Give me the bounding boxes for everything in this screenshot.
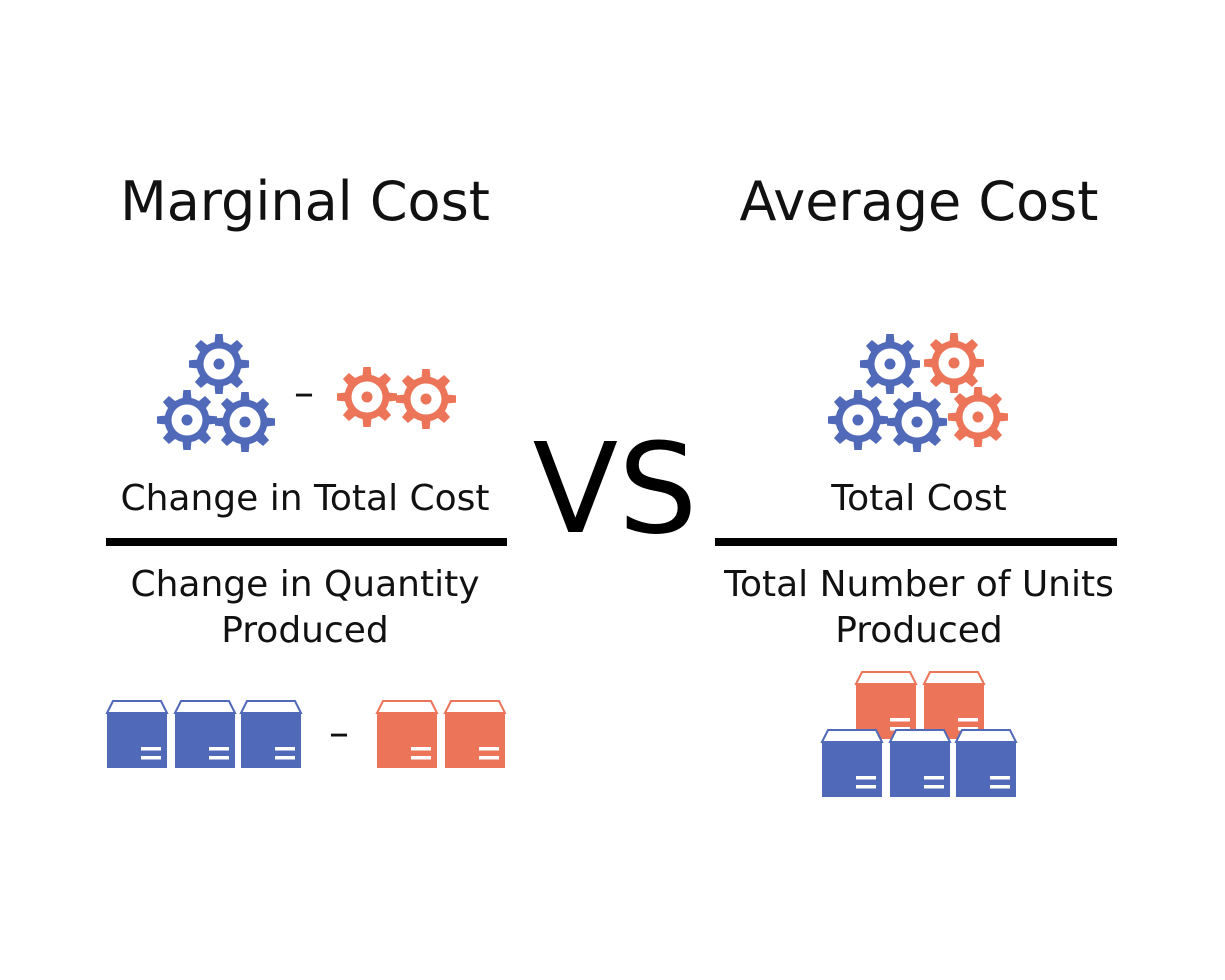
average-denominator-line2: Produced bbox=[835, 610, 1003, 651]
gear-icon bbox=[396, 369, 456, 429]
marginal-fraction-bar bbox=[106, 538, 507, 546]
marginal-orange-gears bbox=[337, 367, 456, 429]
average-denominator-line1: Total Number of Units bbox=[724, 564, 1114, 605]
box-minus-sign: – bbox=[329, 710, 349, 756]
gear-icon bbox=[215, 392, 275, 452]
gear-icon bbox=[948, 387, 1008, 447]
gear-icon bbox=[887, 392, 947, 452]
gear-icon bbox=[860, 334, 920, 394]
average-numerator: Total Cost bbox=[831, 478, 1007, 519]
box-icon bbox=[855, 671, 917, 740]
marginal-blue-gears bbox=[157, 334, 275, 452]
marginal-orange-boxes bbox=[376, 700, 506, 769]
gear-icon bbox=[157, 390, 217, 450]
marginal-blue-boxes bbox=[106, 700, 302, 769]
box-icon bbox=[174, 700, 236, 769]
marginal-denominator: Change in Quantity Produced bbox=[75, 562, 535, 654]
average-boxes bbox=[821, 671, 1017, 798]
average-gears bbox=[828, 333, 1008, 452]
gear-icon bbox=[189, 334, 249, 394]
gear-icon bbox=[924, 333, 984, 393]
marginal-cost-title: Marginal Cost bbox=[120, 170, 490, 233]
average-fraction-bar bbox=[715, 538, 1117, 546]
box-icon bbox=[444, 700, 506, 769]
box-icon bbox=[821, 729, 883, 798]
box-icon bbox=[106, 700, 168, 769]
gear-icon bbox=[828, 390, 888, 450]
average-cost-title: Average Cost bbox=[739, 170, 1099, 233]
gear-minus-sign: – bbox=[294, 370, 314, 416]
gear-icon bbox=[337, 367, 397, 427]
average-denominator: Total Number of Units Produced bbox=[689, 562, 1149, 654]
vs-label: VS bbox=[532, 417, 698, 562]
marginal-numerator: Change in Total Cost bbox=[120, 478, 490, 519]
marginal-denominator-line2: Produced bbox=[221, 610, 389, 651]
box-icon bbox=[923, 671, 985, 740]
box-icon bbox=[240, 700, 302, 769]
box-icon bbox=[376, 700, 438, 769]
box-icon bbox=[955, 729, 1017, 798]
box-icon bbox=[889, 729, 951, 798]
marginal-denominator-line1: Change in Quantity bbox=[130, 564, 480, 605]
